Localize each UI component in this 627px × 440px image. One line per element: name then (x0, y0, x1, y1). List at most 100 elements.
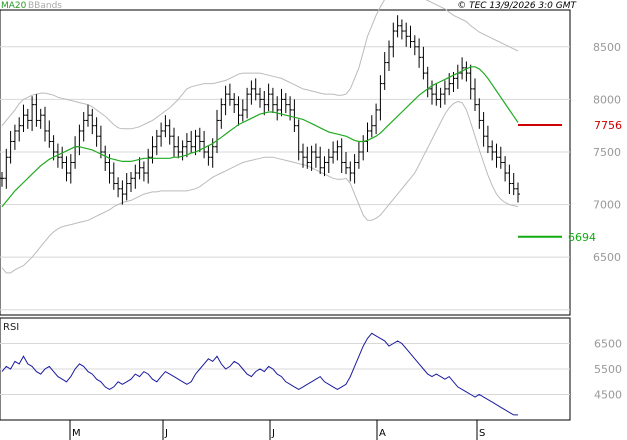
ohlc-bar (47, 120, 52, 148)
ohlc-bar (279, 88, 284, 117)
ohlc-bar (395, 15, 400, 38)
ohlc-bar (197, 127, 202, 152)
ohlc-bar (283, 93, 288, 114)
ohlc-bar (331, 141, 336, 164)
ohlc-bar (318, 146, 323, 175)
bband-upper-line (1, 0, 519, 130)
ohlc-bar (344, 151, 348, 175)
ohlc-bar (17, 117, 22, 142)
ohlc-bar (507, 164, 512, 195)
ohlc-bar (326, 148, 331, 174)
ma20-line-group (1, 66, 519, 208)
ohlc-bar (408, 25, 413, 48)
ohlc-bar (43, 106, 47, 142)
ohlc-bar (176, 136, 181, 159)
ohlc-bar (503, 156, 508, 182)
legend-bbands: BBands (28, 1, 62, 11)
ohlc-bar (137, 157, 142, 180)
ohlc-bar (60, 146, 65, 169)
ohlc-bar (258, 87, 262, 108)
ohlc-bar (378, 75, 383, 121)
ohlc-bar (232, 93, 237, 114)
rsi-ytick-label: 5500 (594, 363, 622, 376)
ohlc-bar (111, 162, 116, 190)
ohlc-bar (352, 154, 357, 184)
ohlc-bar (12, 124, 17, 150)
main-panel-frame (0, 9, 571, 316)
ohlc-bar (322, 156, 327, 177)
ohlc-bar (25, 108, 30, 129)
ohlc-bar (391, 22, 396, 58)
xtick-label: A (379, 428, 386, 439)
ma20-line (1, 66, 519, 208)
legend: MA20 BBands (1, 1, 62, 11)
rsi-label: RSI (3, 322, 19, 333)
rsi-ytick-labels: 4500 5500 6500 (594, 338, 622, 402)
ohlc-bar (365, 122, 370, 152)
xtick-label: J (164, 428, 168, 439)
ohlc-bar (387, 40, 391, 71)
ytick-label: 7000 (593, 199, 621, 212)
rsi-gridlines (0, 343, 570, 395)
ohlc-bar (516, 182, 520, 203)
ohlc-bar (481, 112, 486, 147)
ohlc-bar (490, 140, 495, 161)
ohlc-bar (0, 171, 4, 187)
resistance-label: 7756 (594, 119, 622, 132)
ohlc-bar (266, 83, 271, 111)
ohlc-bar (129, 171, 133, 192)
ohlc-bar (425, 66, 430, 98)
ohlc-bar (206, 145, 211, 166)
rsi-panel: 4500 5500 6500 RSI (0, 317, 622, 421)
ohlc-bar (172, 127, 176, 158)
support-label: 6694 (568, 231, 596, 244)
ohlc-bar (141, 161, 146, 182)
ohlc-bar (116, 177, 121, 198)
ohlc-bar (34, 94, 39, 127)
level-lines: 7756 6694 (518, 119, 622, 244)
ohlc-bar (219, 98, 224, 129)
ohlc-bar (64, 156, 69, 182)
ohlc-bar (374, 103, 379, 135)
ohlc-bar (189, 130, 194, 154)
ohlc-bar (8, 130, 13, 164)
ohlc-bar (460, 57, 465, 80)
ohlc-bar (86, 104, 90, 127)
ohlc-bar (245, 87, 250, 119)
ohlc-bar (30, 96, 35, 131)
ohlc-bar (464, 61, 469, 82)
bband-lower-line (1, 100, 519, 274)
main-gridlines (0, 46, 570, 311)
xtick-label: M (72, 428, 81, 439)
ohlc-bar (223, 85, 228, 116)
ohlc-bar (399, 19, 404, 40)
ohlc-bar (163, 115, 168, 138)
ohlc-bar (227, 83, 232, 106)
ohlc-bar (253, 78, 258, 101)
ohlc-bar (275, 96, 280, 121)
ohlc-bar (73, 136, 78, 169)
legend-ma20: MA20 (1, 1, 27, 11)
ohlc-bar (339, 138, 344, 174)
ohlc-bar (180, 140, 185, 161)
ytick-label: 8000 (593, 93, 621, 106)
ohlc-bar (301, 143, 305, 168)
ohlc-bar (468, 64, 473, 100)
ohlc-bar (438, 87, 443, 108)
ohlc-bar (51, 135, 56, 161)
ohlc-bar (356, 141, 361, 169)
ohlc-bar (120, 180, 125, 205)
ohlc-bar (292, 99, 297, 132)
ohlc-bar (193, 129, 198, 156)
ohlc-bar (404, 22, 409, 47)
main-ytick-labels: 6500 7000 7500 8000 8500 (593, 41, 621, 264)
ytick-label: 7500 (593, 146, 621, 159)
ohlc-bar (262, 90, 267, 116)
ohlc-bar (382, 52, 387, 90)
ohlc-bar (159, 122, 164, 147)
ohlc-bar (313, 143, 318, 168)
ohlc-bar (81, 112, 86, 142)
xtick-label: S (479, 428, 485, 439)
